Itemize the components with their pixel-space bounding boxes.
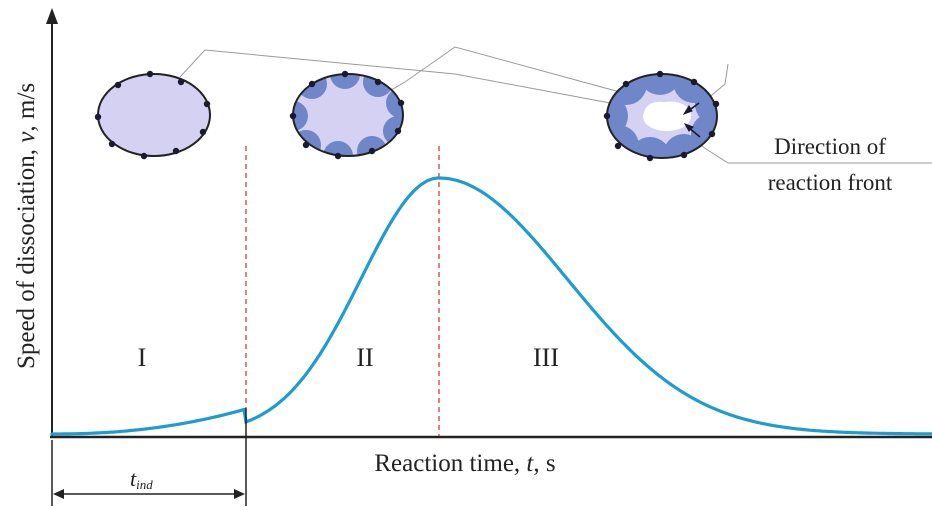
axes (46, 8, 932, 439)
surface-nuclei (603, 70, 720, 162)
surface-nuclei (289, 70, 405, 160)
particle-stage-1 (94, 70, 211, 160)
induction-period-bracket: tind (51, 408, 247, 506)
particle-stage-3 (603, 70, 720, 162)
bracket-arrow-right (234, 489, 245, 499)
stage-label-2: II (356, 343, 373, 372)
stage-label-3: III (533, 343, 559, 372)
surface-nuclei (94, 70, 211, 160)
induction-time-label: tind (130, 466, 153, 492)
x-axis-label: Reaction time, t, s (374, 450, 555, 477)
stage-label-1: I (138, 343, 147, 372)
speed-curve (50, 176, 932, 436)
y-axis-label: Speed of dissociation, v, m/s (13, 83, 40, 369)
unreacted-core (643, 101, 691, 131)
leader-line-3 (705, 63, 729, 101)
bracket-arrow-left (53, 489, 64, 499)
front-direction-arrows (682, 102, 701, 138)
y-axis-arrow (46, 8, 58, 24)
particle-stage-2 (289, 70, 405, 160)
leader-line-4 (699, 144, 932, 164)
leader-line-1 (179, 49, 611, 104)
direction-label-line2: reaction front (768, 170, 893, 195)
direction-label-line1: Direction of (774, 134, 886, 159)
